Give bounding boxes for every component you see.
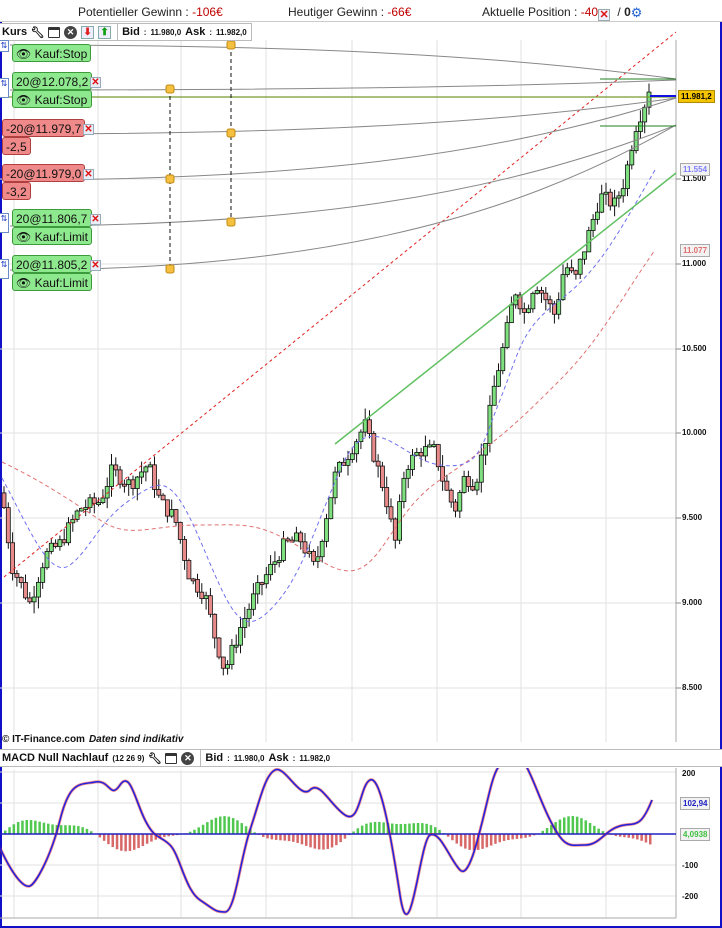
cancel-order-icon[interactable]: ✕ xyxy=(90,260,101,271)
panel-title: Kurs xyxy=(2,26,28,38)
current-position: Aktuelle Position : -40✕ / 0⚙ xyxy=(482,5,642,21)
ask-label: Ask xyxy=(185,26,206,38)
today-gain-value: -66€ xyxy=(387,5,412,19)
drag-handle[interactable]: ⇅ xyxy=(0,259,9,279)
order-ticket-5[interactable]: 20@11.806,7 👁︎ Kauf:Limit ✕ xyxy=(12,209,101,245)
divider xyxy=(200,749,202,767)
bid-label: Bid xyxy=(122,26,140,38)
lower-band-tag: 11.077 xyxy=(680,244,711,257)
ask-colon: : xyxy=(209,27,213,37)
close-icon[interactable]: ✕ xyxy=(64,25,78,39)
price-panel-header: Kurs 🔧︎ ✕ ⬇ ⬆ Bid : 11.980,0 Ask : 11.98… xyxy=(0,23,252,41)
sell-arrow-icon[interactable]: ⬇ xyxy=(81,25,95,39)
ask-value: 11.982,0 xyxy=(299,753,331,763)
today-gain-label: Heutiger Gewinn : xyxy=(288,5,385,19)
ask-colon: : xyxy=(292,753,296,763)
price-chart[interactable] xyxy=(0,22,722,742)
macd-panel-header: MACD Null Nachlauf (12 26 9) 🔧︎ ✕ Bid : … xyxy=(0,749,722,767)
macd-params: (12 26 9) xyxy=(112,753,145,763)
order-action-label: Kauf:Limit xyxy=(34,276,88,290)
order-action-label: Kauf:Limit xyxy=(34,230,88,244)
bid-label: Bid xyxy=(205,752,224,764)
today-gain: Heutiger Gewinn : -66€ xyxy=(288,5,411,19)
order-ticket-2[interactable]: 20@12.078,2 👁︎ Kauf:Stop ✕ xyxy=(12,72,101,108)
price-tick: 11.500 xyxy=(682,174,707,183)
potential-gain-value: -106€ xyxy=(192,5,223,19)
position-pnl: -3,2 xyxy=(2,182,31,200)
position-pnl: -2,5 xyxy=(2,137,31,155)
data-credit: © IT-Finance.com Daten sind indikativ xyxy=(2,734,183,745)
histogram-value-tag: 4,0938 xyxy=(680,828,711,841)
position-qty-price[interactable]: -20@11.979,0 xyxy=(2,164,86,182)
order-ticket-1[interactable]: 👁︎ Kauf:Stop xyxy=(12,44,92,62)
order-action[interactable]: 👁︎ Kauf:Stop xyxy=(12,44,92,62)
order-action[interactable]: 👁︎ Kauf:Limit xyxy=(12,273,92,291)
order-action-label: Kauf:Stop xyxy=(34,47,88,61)
order-ticket-6[interactable]: 20@11.805,2 👁︎ Kauf:Limit ✕ xyxy=(12,255,101,291)
position-label: Aktuelle Position : xyxy=(482,5,578,19)
position-value: -40 xyxy=(580,5,599,19)
window-icon[interactable] xyxy=(165,752,178,764)
close-position-icon[interactable]: ✕ xyxy=(83,169,94,180)
bid-value: 11.980,0 xyxy=(233,753,265,763)
macd-tick: -100 xyxy=(682,861,699,870)
position-qty-price[interactable]: -20@11.979,7 xyxy=(2,119,86,137)
macd-chart[interactable] xyxy=(0,768,722,928)
order-ticket-3[interactable]: -20@11.979,7 -2,5 ✕ xyxy=(2,119,94,156)
price-tick: 8.500 xyxy=(682,683,703,692)
macd-title: MACD Null Nachlauf xyxy=(2,752,109,764)
drag-handle[interactable]: ⇅ xyxy=(0,78,9,98)
ask-value: 11.982,0 xyxy=(216,27,247,37)
drag-handle[interactable]: ⇅ xyxy=(0,213,9,233)
price-tick: 9.000 xyxy=(682,598,703,607)
order-ticket-4[interactable]: -20@11.979,0 -3,2 ✕ xyxy=(2,164,94,201)
buy-arrow-icon[interactable]: ⬆ xyxy=(98,25,112,39)
order-qty-price[interactable]: 20@11.806,7 xyxy=(12,209,92,227)
close-position-icon[interactable]: ✕ xyxy=(598,9,611,21)
cancel-order-icon[interactable]: ✕ xyxy=(90,214,101,225)
position-separator: / xyxy=(617,5,621,19)
potential-gain: Potentieller Gewinn : -106€ xyxy=(78,5,223,19)
order-action-label: Kauf:Stop xyxy=(34,93,88,107)
ask-label: Ask xyxy=(268,752,289,764)
bid-value: 11.980,0 xyxy=(150,27,182,37)
window-icon[interactable] xyxy=(48,26,61,38)
credit-source: © IT-Finance.com xyxy=(2,734,85,745)
bid-colon: : xyxy=(143,27,147,37)
potential-gain-label: Potentieller Gewinn : xyxy=(78,5,189,19)
wrench-icon[interactable]: 🔧︎ xyxy=(30,26,45,39)
divider xyxy=(117,23,119,41)
current-price-tag: 11.981,2 xyxy=(678,90,715,103)
order-action[interactable]: 👁︎ Kauf:Limit xyxy=(12,227,92,245)
credit-note: Daten sind indikativ xyxy=(88,734,184,745)
order-action[interactable]: 👁︎ Kauf:Stop xyxy=(12,90,93,108)
order-qty-price[interactable]: 20@11.805,2 xyxy=(12,255,92,273)
macd-value-tag: 102,94 xyxy=(680,797,711,810)
pending-count: 0 xyxy=(624,5,631,19)
macd-tick: -200 xyxy=(682,892,699,901)
gears-icon[interactable]: ⚙ xyxy=(630,5,643,20)
upper-band-tag: 11.554 xyxy=(680,163,711,176)
close-position-icon[interactable]: ✕ xyxy=(83,124,94,135)
wrench-icon[interactable]: 🔧︎ xyxy=(147,752,162,765)
order-qty-price[interactable]: 20@12.078,2 xyxy=(12,72,93,90)
close-icon[interactable]: ✕ xyxy=(181,751,195,765)
price-tick: 9.500 xyxy=(682,513,703,522)
bid-colon: : xyxy=(227,753,230,763)
macd-tick: 200 xyxy=(682,769,696,778)
price-tick: 10.000 xyxy=(682,428,707,437)
price-tick: 11.000 xyxy=(682,259,707,268)
cancel-order-icon[interactable]: ✕ xyxy=(90,77,101,88)
summary-bar: Potentieller Gewinn : -106€ Heutiger Gew… xyxy=(0,0,722,22)
price-tick: 10.500 xyxy=(682,344,707,353)
drag-handle[interactable]: ⇅ xyxy=(0,40,9,52)
